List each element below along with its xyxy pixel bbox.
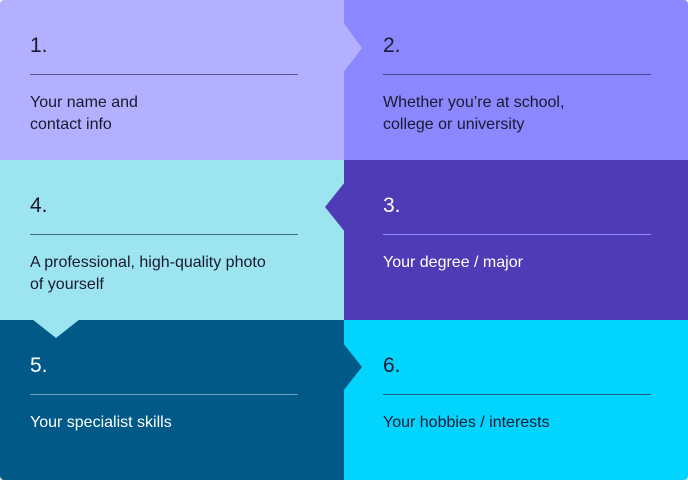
divider bbox=[30, 234, 298, 235]
step-2: 2. Whether you’re at school, college or … bbox=[344, 0, 688, 160]
arrow-5-to-6 bbox=[343, 343, 362, 391]
step-6: 6. Your hobbies / interests bbox=[344, 320, 688, 480]
step-text: Your degree / major bbox=[383, 254, 523, 271]
divider bbox=[383, 234, 651, 235]
step-text: Your specialist skills bbox=[30, 414, 172, 431]
arrow-4-to-5 bbox=[32, 319, 80, 338]
divider bbox=[30, 394, 298, 395]
step-number: 6. bbox=[383, 354, 401, 377]
divider bbox=[383, 74, 651, 75]
step-text: Your hobbies / interests bbox=[383, 414, 550, 431]
step-number: 4. bbox=[30, 194, 48, 217]
step-number: 2. bbox=[383, 34, 401, 57]
step-number: 1. bbox=[30, 34, 48, 57]
step-text: Whether you’re at school, college or uni… bbox=[383, 94, 565, 133]
step-1: 1. Your name and contact info bbox=[0, 0, 344, 160]
arrow-3-to-4 bbox=[325, 182, 345, 232]
divider bbox=[383, 394, 651, 395]
step-number: 5. bbox=[30, 354, 48, 377]
step-text: Your name and contact info bbox=[30, 94, 138, 133]
divider bbox=[30, 74, 298, 75]
step-3: 3. Your degree / major bbox=[344, 160, 688, 320]
step-number: 3. bbox=[383, 194, 401, 217]
step-text: A professional, high-quality photo of yo… bbox=[30, 254, 266, 293]
arrow-1-to-2 bbox=[343, 22, 362, 73]
step-5: 5. Your specialist skills bbox=[0, 320, 344, 480]
step-4: 4. A professional, high-quality photo of… bbox=[0, 160, 344, 320]
